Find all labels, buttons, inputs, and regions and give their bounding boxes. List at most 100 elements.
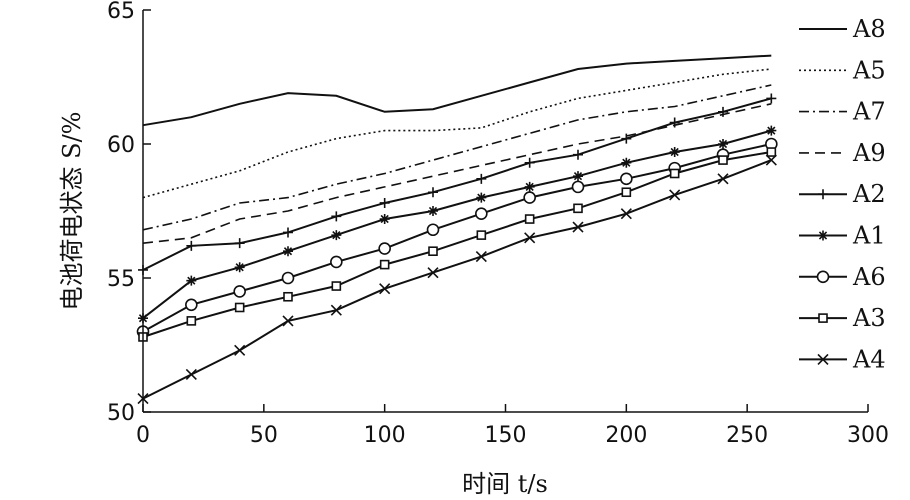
series-line-a1	[142, 129, 772, 319]
data-point-a3	[331, 281, 342, 291]
series-a9	[142, 103, 772, 244]
data-point-a3	[476, 230, 487, 240]
data-point-a1	[428, 206, 438, 216]
data-point-a1	[379, 214, 390, 225]
data-point-a1	[718, 139, 728, 149]
series-line-a7	[142, 84, 772, 231]
y-tick-label: 60	[107, 133, 135, 158]
data-point-a6	[330, 255, 343, 269]
data-point-a6	[233, 285, 246, 298]
legend-label: A7	[852, 98, 886, 126]
legend-label: A5	[852, 56, 886, 84]
legend-item-a2: A2	[799, 180, 886, 208]
data-point-a3	[283, 291, 293, 302]
legend-label: A4	[852, 345, 886, 373]
data-point-a3	[766, 147, 777, 157]
data-point-a1	[573, 171, 583, 182]
data-point-a1	[234, 262, 245, 273]
data-point-a3	[379, 259, 390, 270]
x-tick-label: 0	[136, 423, 150, 448]
data-point-a2	[621, 133, 632, 144]
data-point-a2	[718, 106, 728, 117]
data-point-a3	[573, 203, 583, 214]
data-point-a4	[669, 189, 681, 201]
legend-marker	[818, 230, 828, 241]
data-point-a4	[717, 173, 729, 185]
legend-marker	[818, 189, 828, 200]
data-point-a4	[379, 283, 391, 295]
series-line-a5	[142, 68, 772, 199]
data-point-a6	[571, 180, 585, 194]
data-point-a3	[234, 302, 245, 313]
data-point-a2	[283, 227, 293, 238]
data-point-a1	[766, 125, 777, 136]
series-a2	[138, 93, 777, 275]
x-axis-title: 时间 t/s	[462, 470, 548, 498]
series-a3	[138, 147, 777, 342]
series-line-a8	[142, 54, 772, 127]
data-point-a6	[475, 207, 488, 220]
data-point-a4	[234, 344, 246, 356]
legend-label: A8	[852, 15, 886, 43]
data-point-a2	[669, 117, 680, 128]
data-point-a4	[185, 368, 197, 381]
legend-item-a7: A7	[799, 98, 886, 126]
legend-item-a8: A8	[799, 15, 886, 43]
data-point-a3	[621, 187, 632, 198]
plot-area	[136, 54, 778, 405]
data-point-a4	[572, 221, 584, 233]
data-point-a3	[669, 168, 680, 179]
legend-label: A6	[852, 263, 886, 291]
data-point-a2	[428, 187, 438, 198]
axes	[142, 10, 868, 413]
x-ticks: 0 50 100 150 200 250 300	[136, 404, 889, 448]
data-point-a1	[669, 147, 680, 158]
data-point-a1	[283, 246, 293, 257]
legend-marker	[816, 270, 830, 284]
legend-item-a4: A4	[799, 345, 886, 373]
data-point-a6	[281, 271, 295, 285]
data-point-a2	[476, 173, 487, 184]
legend-label: A2	[852, 180, 886, 208]
data-point-a3	[428, 246, 438, 256]
data-point-a4	[330, 304, 342, 316]
series-line-a9	[142, 103, 772, 244]
data-point-a3	[718, 155, 728, 165]
x-tick-label: 50	[250, 423, 278, 448]
data-point-a4	[620, 208, 632, 220]
y-tick-label: 55	[107, 267, 135, 292]
data-point-a3	[186, 316, 197, 326]
data-point-a4	[427, 267, 439, 279]
data-point-a1	[186, 275, 197, 286]
legend-item-a9: A9	[799, 139, 886, 167]
data-point-a2	[331, 211, 342, 222]
x-tick-label: 250	[726, 423, 768, 448]
data-point-a4	[765, 154, 777, 166]
y-axis-title: 电池荷电状态 S/%	[58, 112, 86, 311]
series-line-a6	[142, 143, 772, 333]
data-point-a4	[475, 250, 487, 263]
data-point-a3	[524, 214, 535, 224]
x-tick-label: 150	[485, 423, 527, 448]
legend-marker	[818, 313, 828, 323]
data-point-a2	[234, 238, 245, 249]
legend-item-a6: A6	[799, 263, 886, 291]
data-point-a2	[524, 157, 535, 168]
legend-label: A3	[852, 304, 886, 332]
y-tick-label: 65	[107, 0, 135, 24]
series-line-a3	[142, 151, 772, 338]
data-point-a4	[524, 232, 536, 244]
data-point-a2	[379, 197, 390, 208]
series-a7	[142, 84, 772, 231]
data-point-a4	[282, 315, 294, 327]
legend: A8 A5 A7 A9 A2 A1 A6 A3 A4	[799, 15, 886, 373]
data-point-a2	[766, 93, 777, 104]
series-a1	[138, 125, 777, 324]
data-point-a6	[426, 223, 440, 237]
legend-item-a3: A3	[799, 304, 886, 332]
legend-item-a5: A5	[799, 56, 886, 84]
data-point-a1	[476, 192, 487, 203]
x-tick-label: 200	[605, 423, 647, 448]
x-tick-label: 100	[364, 423, 406, 448]
